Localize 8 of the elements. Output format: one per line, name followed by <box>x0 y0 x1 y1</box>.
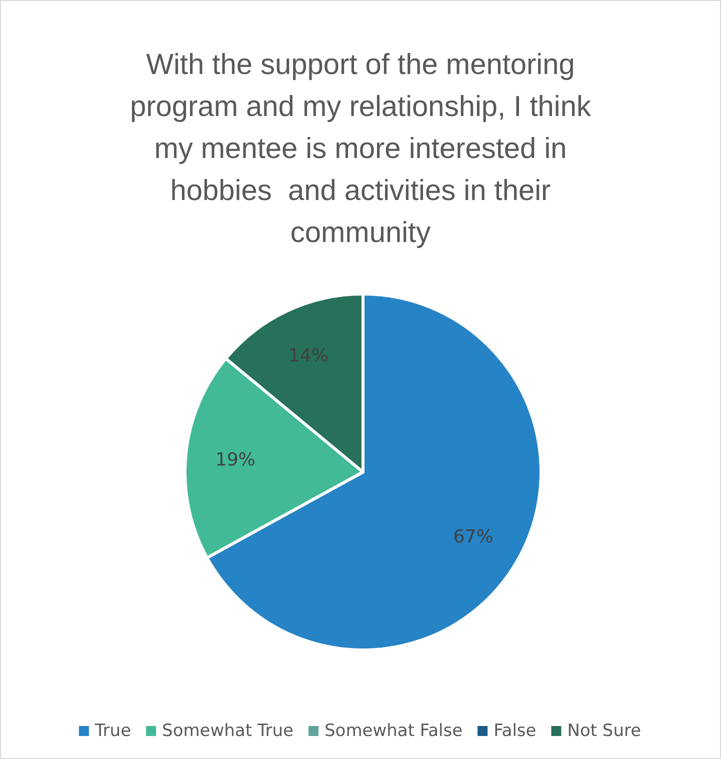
legend-label: False <box>494 721 536 741</box>
legend-label: Somewhat True <box>162 721 294 741</box>
legend-label: Not Sure <box>567 721 642 741</box>
chart-title: With the support of the mentoring program and my relationship, I think my mentee is more interested in hobbies and activities in their community <box>130 49 592 249</box>
legend-label: Somewhat False <box>324 721 463 741</box>
data-label: 19% <box>215 449 256 470</box>
legend-label: True <box>94 721 132 741</box>
data-label: 67% <box>453 526 494 548</box>
